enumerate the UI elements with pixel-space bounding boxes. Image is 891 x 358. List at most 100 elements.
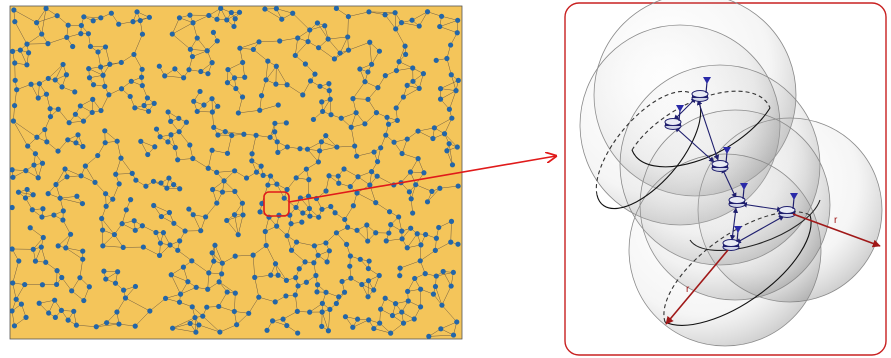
network-node xyxy=(305,38,311,45)
network-node xyxy=(262,6,268,12)
network-node xyxy=(145,151,151,158)
network-node xyxy=(86,75,93,81)
network-node xyxy=(253,169,260,175)
network-node xyxy=(448,72,454,78)
network-edge xyxy=(348,42,370,51)
network-node xyxy=(43,259,49,265)
network-node xyxy=(187,46,193,52)
network-edge xyxy=(411,11,428,21)
network-edge xyxy=(259,104,279,111)
network-node xyxy=(107,61,113,67)
network-node xyxy=(348,275,354,281)
network-edge xyxy=(226,220,239,235)
sensor-node xyxy=(691,77,711,102)
network-edge xyxy=(190,49,208,51)
network-node xyxy=(365,238,371,244)
network-node xyxy=(235,110,241,116)
network-edge xyxy=(440,80,459,89)
network-node xyxy=(150,178,157,184)
network-node xyxy=(139,82,145,89)
network-node xyxy=(399,228,405,234)
network-node xyxy=(386,209,393,215)
network-node xyxy=(231,308,237,315)
network-edge xyxy=(198,324,220,333)
network-node xyxy=(93,324,99,330)
network-node xyxy=(367,182,373,188)
network-node xyxy=(71,308,77,314)
network-node xyxy=(373,109,380,116)
network-node xyxy=(54,13,60,19)
network-node xyxy=(256,39,262,45)
network-edge xyxy=(172,327,196,333)
network-node xyxy=(341,289,348,295)
network-edge xyxy=(76,324,97,327)
network-node xyxy=(373,200,379,206)
network-node xyxy=(133,177,139,183)
network-edge xyxy=(343,168,359,177)
network-edge xyxy=(172,317,196,329)
network-edge xyxy=(39,299,55,304)
network-node xyxy=(231,23,237,30)
network-node xyxy=(274,139,280,145)
network-edge xyxy=(364,112,377,124)
network-node xyxy=(60,61,66,68)
network-node xyxy=(196,322,202,328)
network-node xyxy=(258,93,265,99)
network-node xyxy=(292,52,298,59)
network-node xyxy=(87,43,94,50)
network-node xyxy=(132,105,138,111)
network-edge xyxy=(373,328,391,334)
network-edge xyxy=(441,16,458,21)
network-node xyxy=(326,173,332,179)
network-node xyxy=(55,106,61,112)
network-edge xyxy=(60,196,77,199)
network-node xyxy=(303,166,309,172)
network-node xyxy=(54,268,60,274)
network-node xyxy=(307,309,313,315)
network-node xyxy=(202,214,209,220)
network-node xyxy=(209,250,215,256)
network-node xyxy=(396,214,402,220)
network-node xyxy=(350,324,356,330)
network-node xyxy=(454,319,460,325)
network-edge xyxy=(120,157,133,174)
network-node xyxy=(15,189,22,195)
network-node xyxy=(323,188,329,194)
network-node xyxy=(313,272,319,279)
network-node xyxy=(292,292,298,298)
network-edge xyxy=(192,22,198,39)
network-node xyxy=(326,81,332,87)
network-node xyxy=(257,107,263,113)
network-node xyxy=(151,202,157,209)
network-node xyxy=(307,27,313,33)
network-node xyxy=(10,308,15,314)
network-edge xyxy=(436,272,454,277)
network-node xyxy=(171,220,177,226)
network-node xyxy=(43,91,50,97)
network-edge xyxy=(390,322,404,334)
network-node xyxy=(205,286,211,292)
network-node xyxy=(437,86,444,92)
network-node xyxy=(284,82,290,88)
network-node xyxy=(160,230,167,236)
radius-label: r xyxy=(686,284,690,295)
network-edge xyxy=(352,319,369,328)
network-node xyxy=(139,31,146,37)
network-node xyxy=(162,73,168,79)
network-node xyxy=(114,138,120,144)
network-node xyxy=(378,145,384,151)
network-node xyxy=(446,141,452,147)
network-edge xyxy=(116,297,126,313)
network-node xyxy=(103,191,109,197)
network-node xyxy=(421,170,427,176)
network-node xyxy=(111,231,118,238)
network-node xyxy=(139,223,145,229)
network-edge xyxy=(197,37,208,51)
network-edge xyxy=(20,49,28,65)
network-node xyxy=(268,272,274,278)
network-node xyxy=(171,182,177,188)
network-node xyxy=(90,96,96,102)
network-node xyxy=(316,214,322,220)
network-node xyxy=(369,61,375,67)
network-node xyxy=(332,210,338,216)
